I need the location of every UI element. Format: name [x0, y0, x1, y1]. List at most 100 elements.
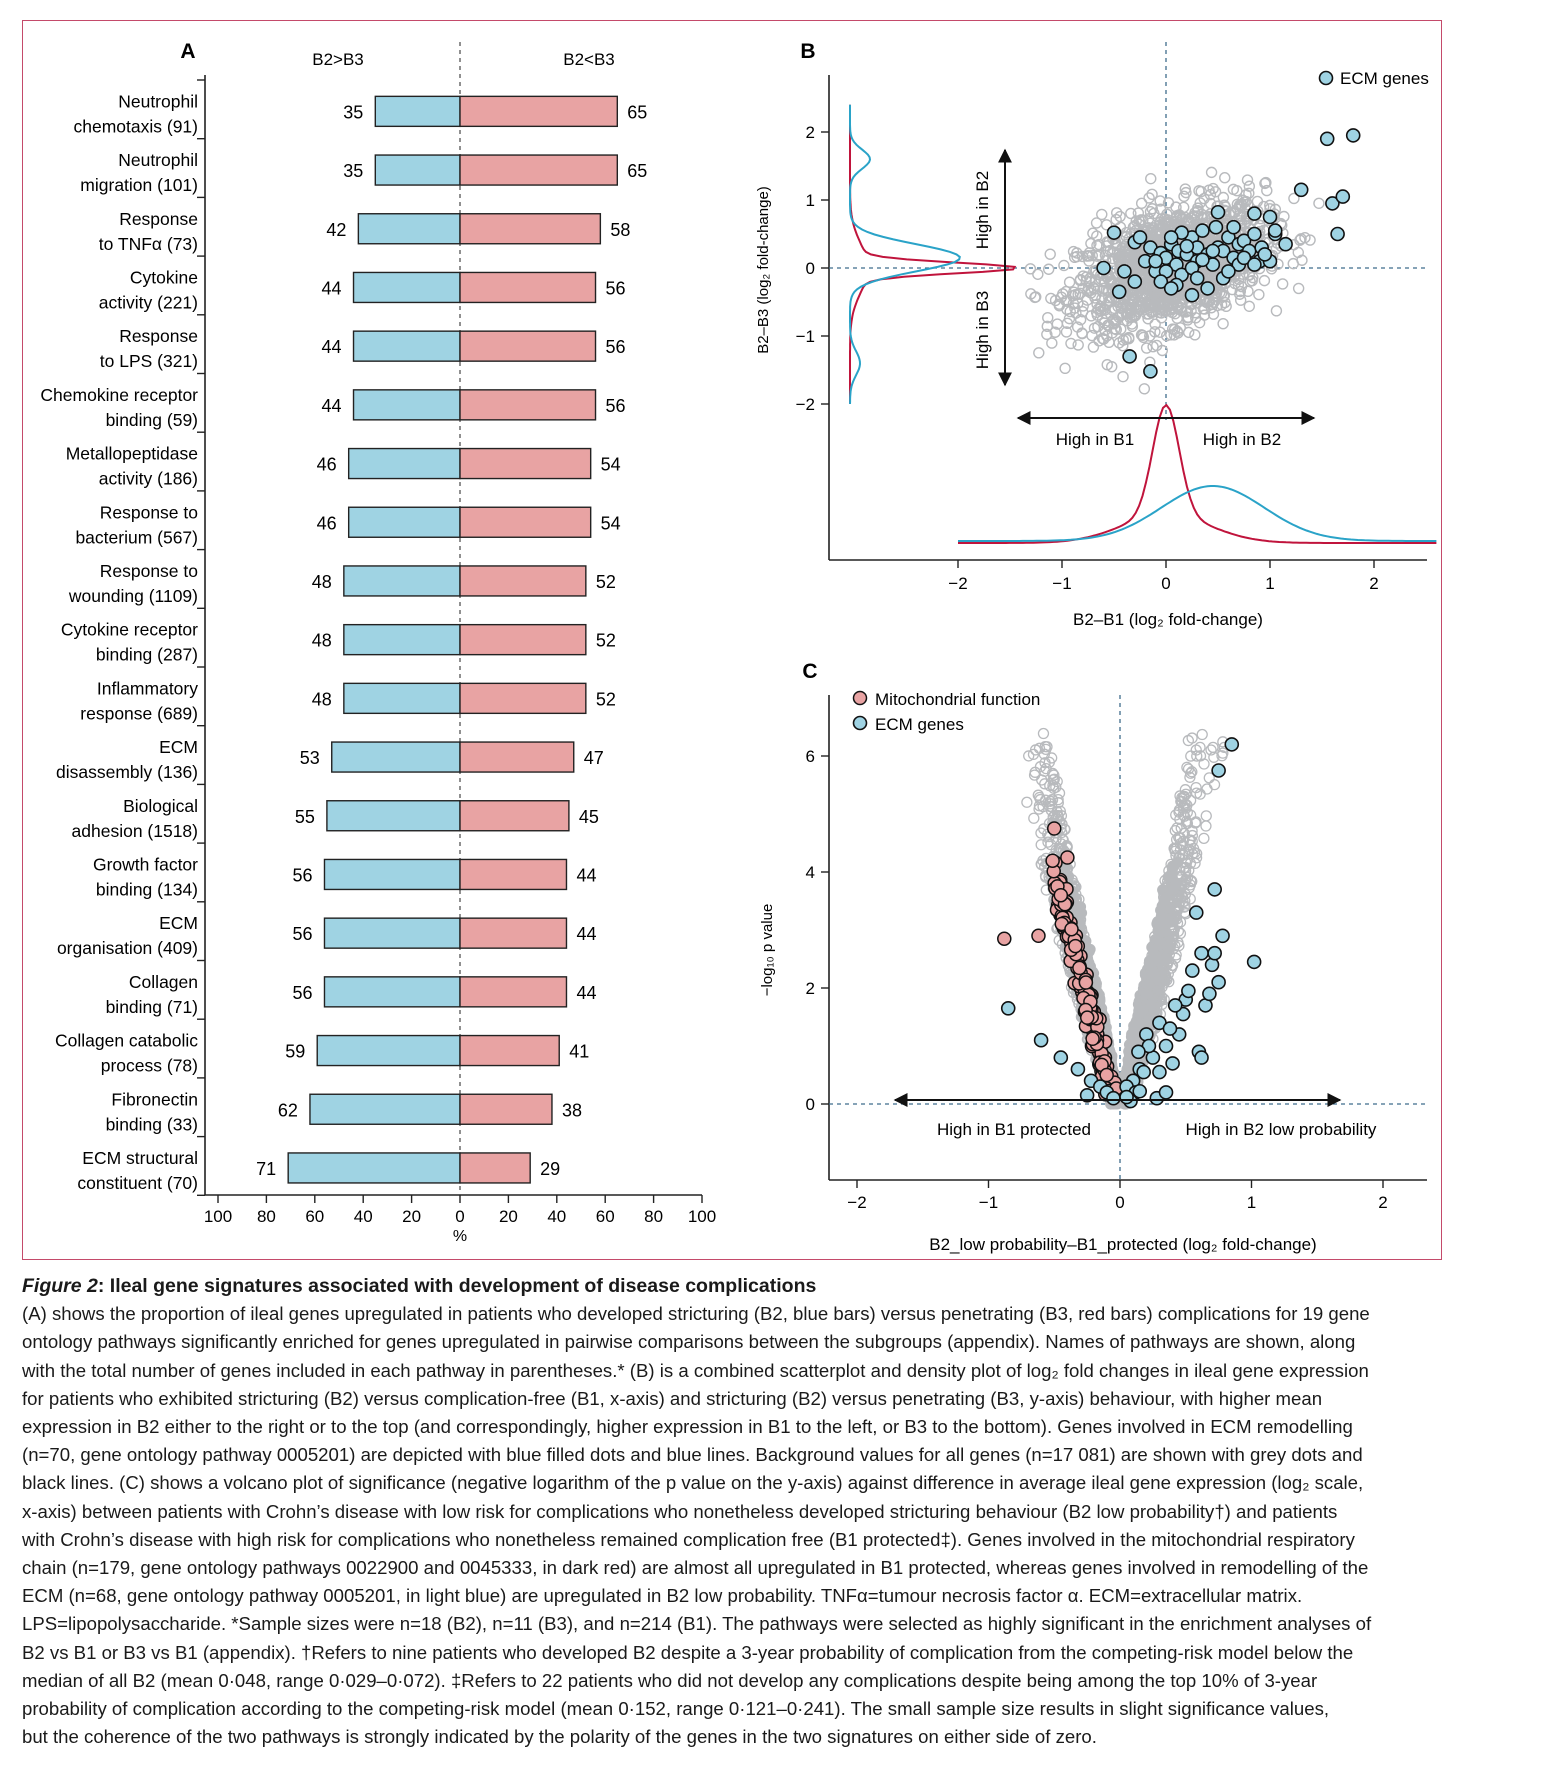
background-point [1053, 787, 1066, 799]
background-point [1050, 781, 1062, 793]
bar-value-right: 65 [627, 161, 647, 181]
background-point [1182, 312, 1194, 324]
background-point [1313, 197, 1325, 209]
bar-value-left: 56 [292, 865, 312, 885]
x-tick-label: 100 [688, 1207, 716, 1226]
bar-b2-gt-b3 [352, 271, 461, 304]
y-tick-label: 2 [806, 979, 815, 998]
background-point [1098, 275, 1110, 287]
background-point [1044, 798, 1056, 810]
bar-b2-gt-b3 [343, 682, 461, 715]
background-point [1095, 305, 1107, 317]
background-point [1080, 271, 1093, 283]
background-point [1042, 312, 1054, 324]
bar-value-left: 55 [295, 807, 315, 827]
bar-b2-gt-b3 [352, 330, 461, 362]
background-point [1299, 231, 1311, 244]
background-point [1205, 166, 1218, 179]
background-point [1258, 274, 1271, 287]
x-tick-label: 1 [1265, 574, 1274, 593]
background-point [1166, 302, 1179, 315]
background-point [1085, 237, 1097, 250]
pathway-label-line2: activity (186) [99, 469, 198, 489]
background-point [1156, 344, 1169, 357]
density-y-background [849, 104, 1017, 404]
background-point [1074, 273, 1087, 286]
bar-b2-lt-b3 [459, 800, 570, 832]
background-point [1200, 820, 1212, 832]
y-tick-label: 6 [806, 747, 815, 766]
background-point [1088, 283, 1101, 295]
background-point [1292, 282, 1305, 295]
x-tick-label: 20 [402, 1207, 421, 1226]
pathway-label-line1: ECM [159, 737, 198, 757]
background-point [1028, 769, 1041, 781]
ecm-point [1325, 196, 1340, 211]
ecm-point [1132, 230, 1148, 245]
background-point [1123, 331, 1135, 344]
ecm-point [1127, 274, 1143, 289]
background-point [1087, 341, 1100, 353]
ecm-point [1226, 219, 1241, 235]
ecm-point [1335, 189, 1351, 204]
ecm-point [1200, 281, 1215, 296]
pathway-label-line1: Inflammatory [97, 678, 198, 698]
ecm-point [1153, 274, 1169, 289]
bar-b2-gt-b3 [347, 447, 461, 480]
y-tick-label: 1 [806, 191, 815, 210]
background-point [1110, 207, 1123, 219]
bar-value-right: 38 [562, 1100, 582, 1120]
background-point [1235, 280, 1248, 293]
background-point [1074, 287, 1086, 299]
bar-b2-gt-b3 [323, 976, 461, 1008]
bar-b2-lt-b3 [459, 565, 587, 597]
background-point [1032, 268, 1044, 280]
background-point [1168, 215, 1181, 228]
bar-value-right: 29 [540, 1159, 560, 1179]
background-point [1205, 298, 1218, 310]
background-point [1177, 791, 1190, 803]
bar-value-left: 48 [312, 631, 332, 651]
ecm-point [1163, 230, 1179, 245]
bar-value-right: 52 [596, 631, 616, 651]
background-point [1116, 242, 1129, 254]
background-point [1219, 172, 1231, 184]
background-point [1072, 339, 1084, 351]
pathway-label-line1: Fibronectin [111, 1089, 198, 1109]
background-point [1068, 286, 1080, 298]
background-point [1091, 230, 1103, 242]
background-point [1035, 839, 1047, 851]
x-tick-label: −2 [847, 1193, 866, 1212]
bar-b2-lt-b3 [459, 447, 592, 480]
x-tick-label: 60 [596, 1207, 615, 1226]
background-point [1190, 781, 1202, 794]
ecm-point [1247, 226, 1262, 242]
background-point [1243, 269, 1256, 281]
background-point [1033, 347, 1045, 359]
background-point [1183, 864, 1195, 877]
pathway-label-line1: Response to [100, 561, 198, 581]
background-point [1021, 796, 1033, 808]
pathway-label-line1: Response [119, 209, 198, 229]
bar-value-right: 52 [596, 689, 616, 709]
x-tick-label: 0 [1161, 574, 1170, 593]
background-point [1143, 192, 1155, 204]
bar-b2-gt-b3 [323, 917, 461, 949]
pathway-label-line2: binding (134) [96, 879, 198, 899]
bar-b2-lt-b3 [459, 213, 602, 245]
background-point [1198, 832, 1210, 844]
ecm-point [1148, 253, 1163, 269]
background-point [1042, 263, 1055, 275]
background-point [1183, 216, 1195, 229]
bar-value-right: 56 [606, 278, 626, 298]
background-point [1109, 239, 1122, 252]
background-point [1241, 174, 1254, 186]
ecm-point [1247, 206, 1262, 221]
background-point [1149, 286, 1161, 298]
y-tick-label: 0 [806, 1095, 815, 1114]
background-point [1207, 296, 1219, 308]
background-point [1190, 312, 1202, 324]
background-point [1192, 204, 1204, 217]
background-point [1253, 288, 1265, 301]
background-point [1023, 750, 1035, 762]
